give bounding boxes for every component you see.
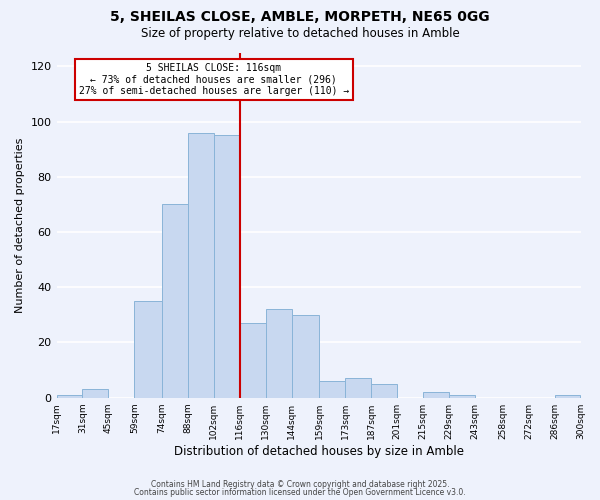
Bar	[266, 310, 292, 398]
Bar	[162, 204, 188, 398]
Bar	[346, 378, 371, 398]
Bar	[449, 395, 475, 398]
Bar	[292, 315, 319, 398]
Text: Size of property relative to detached houses in Amble: Size of property relative to detached ho…	[140, 28, 460, 40]
Bar	[554, 395, 580, 398]
Text: Contains HM Land Registry data © Crown copyright and database right 2025.: Contains HM Land Registry data © Crown c…	[151, 480, 449, 489]
Bar	[214, 136, 240, 398]
Bar	[240, 323, 266, 398]
Bar	[82, 390, 109, 398]
Bar	[423, 392, 449, 398]
Y-axis label: Number of detached properties: Number of detached properties	[15, 138, 25, 313]
X-axis label: Distribution of detached houses by size in Amble: Distribution of detached houses by size …	[173, 444, 464, 458]
Text: 5 SHEILAS CLOSE: 116sqm
← 73% of detached houses are smaller (296)
27% of semi-d: 5 SHEILAS CLOSE: 116sqm ← 73% of detache…	[79, 63, 349, 96]
Text: Contains public sector information licensed under the Open Government Licence v3: Contains public sector information licen…	[134, 488, 466, 497]
Bar	[371, 384, 397, 398]
Bar	[56, 395, 82, 398]
Bar	[134, 301, 162, 398]
Text: 5, SHEILAS CLOSE, AMBLE, MORPETH, NE65 0GG: 5, SHEILAS CLOSE, AMBLE, MORPETH, NE65 0…	[110, 10, 490, 24]
Bar	[188, 132, 214, 398]
Bar	[319, 381, 346, 398]
